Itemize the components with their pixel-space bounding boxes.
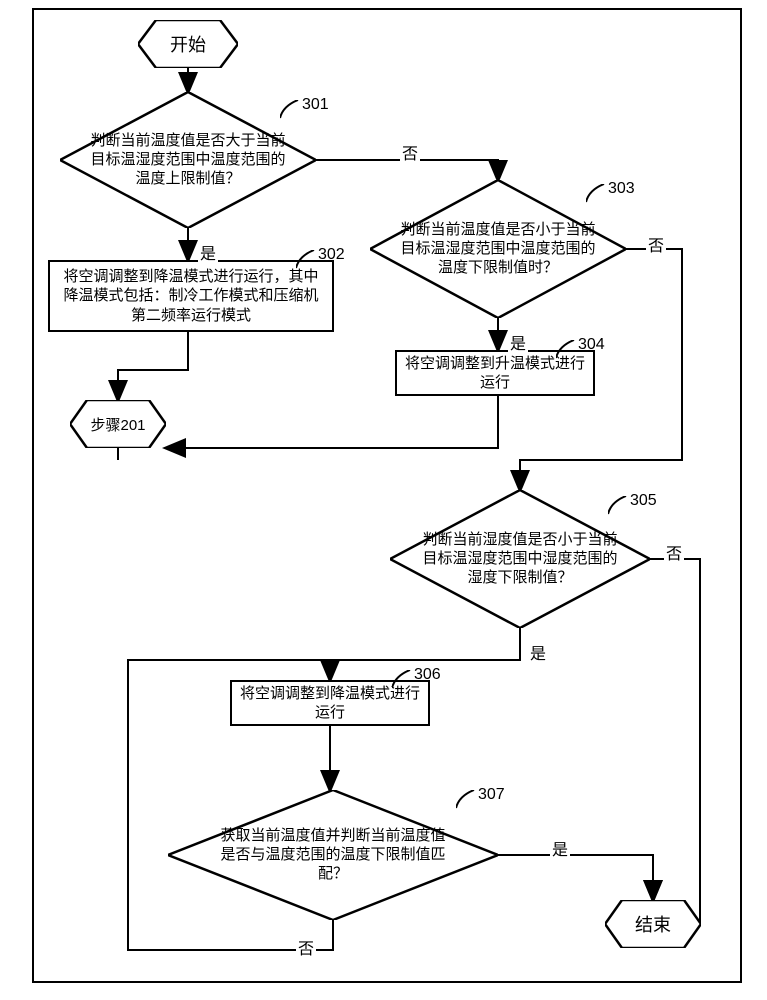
process-302-label: 将空调调整到降温模式进行运行，其中降温模式包括：制冷工作模式和压缩机第二频率运行… — [58, 267, 324, 326]
end-node: 结束 — [605, 900, 701, 948]
ref-301-label: 301 — [302, 96, 329, 114]
ref-flag-303: 303 — [586, 184, 606, 204]
decision-307-label: 获取当前温度值并判断当前温度值是否与温度范围的温度下限制值匹配？ — [214, 827, 452, 883]
step201-label: 步骤201 — [90, 414, 145, 435]
decision-303-label: 判断当前温度值是否小于当前目标温湿度范围中温度范围的温度下限制值时？ — [398, 221, 598, 277]
ref-305-label: 305 — [630, 492, 657, 510]
edge-label: 否 — [646, 232, 666, 256]
ref-flag-307: 307 — [456, 790, 476, 810]
ref-303-label: 303 — [608, 180, 635, 198]
end-label: 结束 — [635, 911, 671, 937]
ref-flag-304: 304 — [556, 340, 576, 360]
ref-302-label: 302 — [318, 246, 345, 264]
decision-307: 获取当前温度值并判断当前温度值是否与温度范围的温度下限制值匹配？ — [168, 790, 498, 920]
process-302: 将空调调整到降温模式进行运行，其中降温模式包括：制冷工作模式和压缩机第二频率运行… — [48, 260, 334, 332]
ref-304-label: 304 — [578, 336, 605, 354]
edge-label: 否 — [296, 935, 316, 959]
decision-305-label: 判断当前湿度值是否小于当前目标温湿度范围中湿度范围的湿度下限制值？ — [419, 531, 622, 587]
ref-flag-306: 306 — [392, 670, 412, 690]
ref-flag-301: 301 — [280, 100, 300, 120]
start-label: 开始 — [170, 31, 206, 57]
decision-301: 判断当前温度值是否大于当前目标温湿度范围中温度范围的温度上限制值？ — [60, 92, 316, 228]
edge-label: 否 — [664, 540, 684, 564]
edge-label: 是 — [508, 330, 528, 354]
start-node: 开始 — [138, 20, 238, 68]
ref-flag-305: 305 — [608, 496, 628, 516]
edge-label: 是 — [198, 240, 218, 264]
ref-307-label: 307 — [478, 786, 505, 804]
edge-label: 是 — [528, 640, 548, 664]
ref-306-label: 306 — [414, 666, 441, 684]
edge-label: 是 — [550, 836, 570, 860]
step201-node: 步骤201 — [70, 400, 166, 448]
ref-flag-302: 302 — [296, 250, 316, 270]
decision-301-label: 判断当前温度值是否大于当前目标温湿度范围中温度范围的温度上限制值？ — [88, 132, 288, 188]
edge-label: 否 — [400, 140, 420, 164]
